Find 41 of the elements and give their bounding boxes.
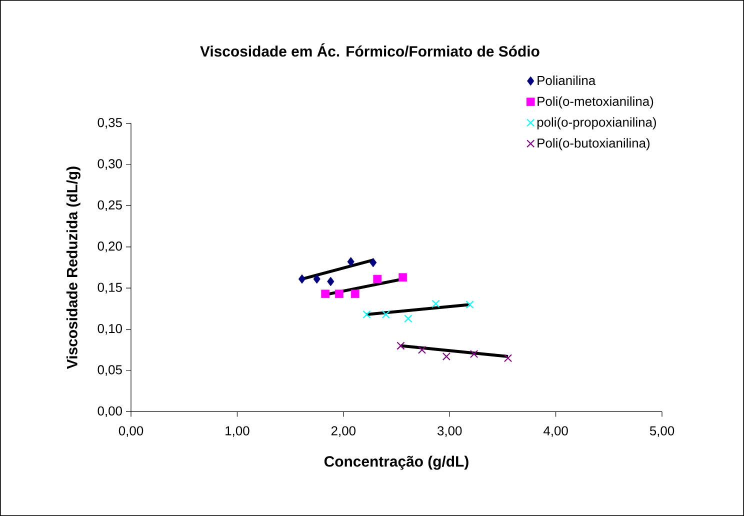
point	[382, 310, 390, 319]
point	[298, 274, 306, 284]
point	[418, 346, 426, 354]
y-axis-title: Viscosidade Reduzida (dL/g)	[66, 166, 80, 369]
x-tick-label: 2,00	[331, 426, 356, 437]
point	[432, 300, 440, 308]
point	[396, 342, 405, 350]
point	[373, 274, 382, 284]
y-tick-label: 0,25	[98, 200, 122, 212]
y-tick-label: 0,20	[98, 242, 122, 252]
point	[350, 290, 360, 298]
point	[347, 257, 354, 266]
x-tick-label: 4,00	[543, 426, 568, 437]
y-tick-label: 0,15	[98, 282, 122, 294]
point	[504, 354, 512, 362]
point	[362, 310, 371, 319]
point	[398, 273, 408, 282]
x-tick-label: 3,00	[438, 426, 462, 437]
point	[470, 350, 478, 358]
y-tick-label: 0,10	[98, 324, 122, 335]
legend-label: Poli(o-metoxianilina)	[538, 96, 654, 109]
x-axis-title: Concentração (g/dL)	[324, 456, 468, 470]
y-tick-label: 0,05	[98, 365, 122, 376]
y-tick-label: 0,00	[98, 406, 122, 418]
point	[442, 352, 450, 361]
legend-label: Polianilina	[538, 76, 596, 86]
x-tick-label: 5,00	[650, 426, 674, 437]
x-tick-label: 0,00	[118, 426, 144, 437]
point	[404, 314, 412, 323]
point	[327, 276, 334, 286]
point	[334, 290, 344, 298]
legend-label: Poli(o-butoxianilina)	[538, 138, 650, 150]
chart-title: Viscosidade em Ác. Fórmico/Formiato de Sódio	[200, 43, 540, 57]
y-tick-label: 0,35	[98, 118, 122, 129]
point	[370, 258, 377, 268]
point	[313, 274, 320, 284]
y-tick-label: 0,30	[98, 159, 122, 170]
point	[321, 290, 330, 298]
point	[466, 300, 474, 309]
x-tick-label: 1,00	[226, 426, 250, 437]
legend-label: poli(o-propoxianilina)	[537, 117, 656, 130]
